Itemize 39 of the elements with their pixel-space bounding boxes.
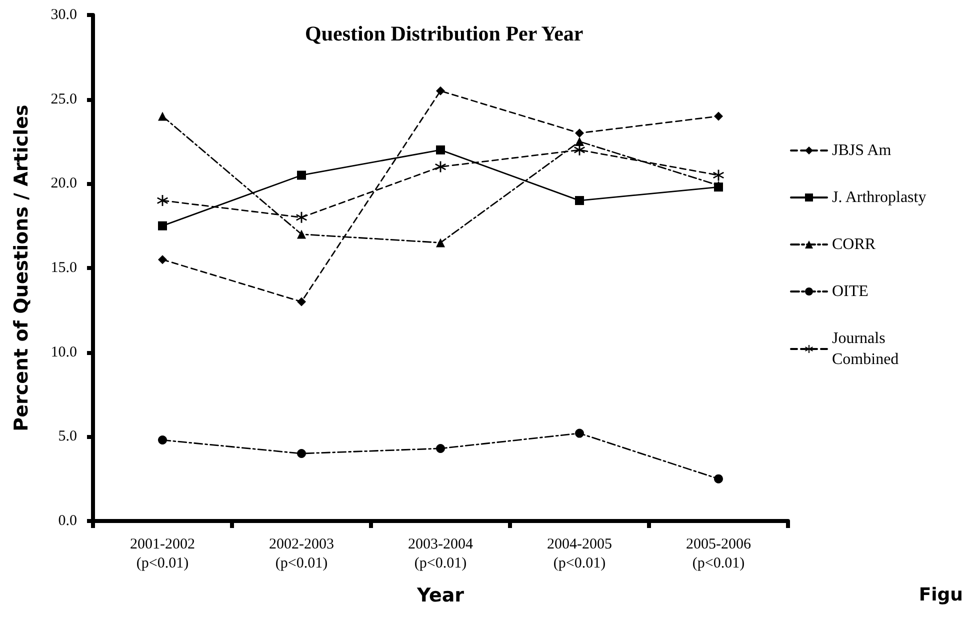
x-tick-label: 2003-2004 (p<0.01) <box>408 536 474 572</box>
point <box>297 297 306 306</box>
point <box>297 449 306 458</box>
point <box>714 112 723 121</box>
x-axis-title: Year <box>416 584 465 606</box>
legend-label: JBJS Am <box>832 142 892 159</box>
point <box>297 170 306 180</box>
chart-title: Question Distribution Per Year <box>305 22 584 46</box>
point <box>436 238 445 248</box>
point <box>575 428 584 438</box>
legend-label: J. Arthroplasty <box>832 189 926 206</box>
point <box>158 436 167 445</box>
y-tick-label: 25.0 <box>50 91 77 108</box>
point <box>575 196 584 206</box>
point <box>575 128 584 138</box>
y-tick-label: 5.0 <box>58 428 77 445</box>
legend-label: OITE <box>832 283 868 300</box>
y-tick-label: 0.0 <box>58 513 77 529</box>
x-tick-label: 2004-2005 (p<0.01) <box>547 536 612 572</box>
y-tick-label: 15.0 <box>50 260 77 276</box>
y-tick-label: 30.0 <box>50 7 77 23</box>
point <box>436 145 445 154</box>
point <box>714 474 723 484</box>
point <box>436 444 445 453</box>
point <box>158 255 167 264</box>
legend-label: CORR <box>832 236 876 253</box>
point <box>575 137 584 146</box>
x-tick-label: 2002-2003 (p<0.01) <box>269 536 334 572</box>
point <box>158 221 167 230</box>
point <box>158 112 167 121</box>
point <box>436 86 445 96</box>
x-tick-label: 2001-2002 (p<0.01) <box>130 536 195 572</box>
y-axis-title: Percent of Questions / Articles <box>10 104 32 432</box>
y-tick-label: 10.0 <box>50 344 77 360</box>
text: Figu <box>918 584 964 606</box>
legend-label: Journals Combined <box>832 330 899 368</box>
y-tick-label: 20.0 <box>50 176 77 192</box>
x-tick-label: 2005-2006 (p<0.01) <box>686 536 752 572</box>
point <box>297 230 306 239</box>
